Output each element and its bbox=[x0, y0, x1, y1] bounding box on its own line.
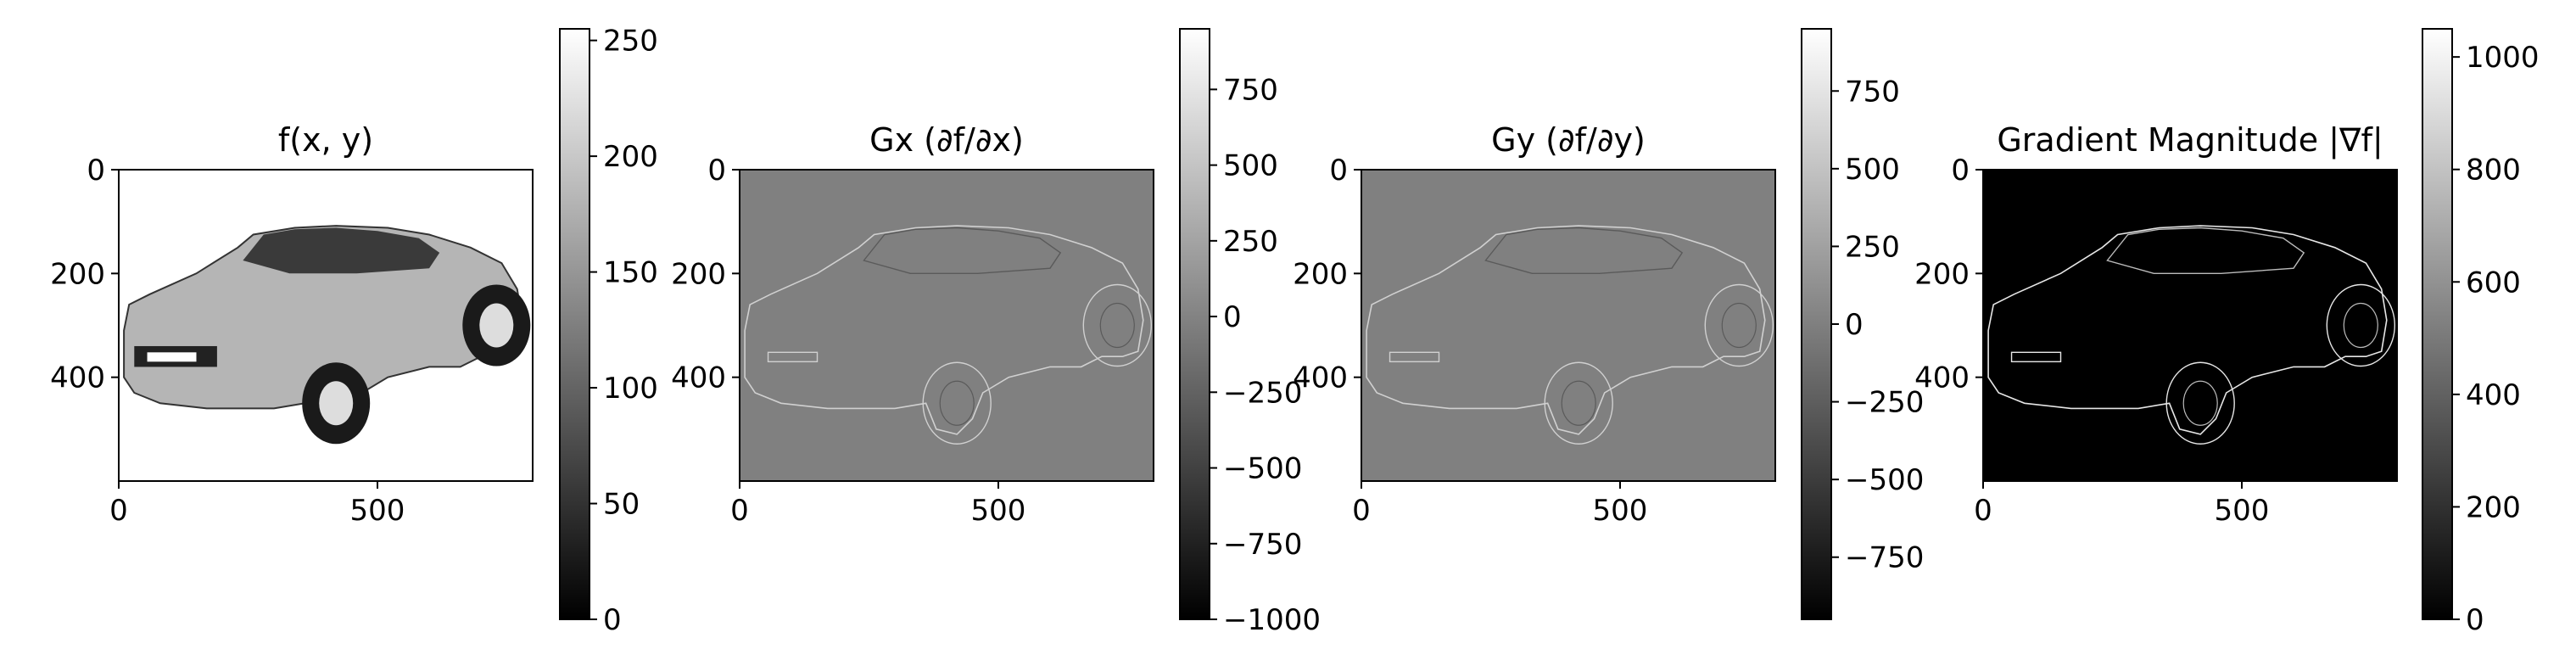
colorbar-tick-label: 500 bbox=[1845, 153, 1900, 187]
chart-title: Gy (∂f/∂y) bbox=[1491, 121, 1646, 159]
y-tick-label: 0 bbox=[707, 154, 726, 187]
image-area bbox=[740, 170, 1154, 481]
x-tick-label: 500 bbox=[2215, 494, 2270, 528]
car-image bbox=[1366, 225, 1774, 445]
colorbar-tick-label: 150 bbox=[603, 256, 658, 290]
y-tick-label: 200 bbox=[50, 257, 105, 291]
colorbar-tick-label: −1000 bbox=[1223, 603, 1321, 637]
colorbar-tick-label: −250 bbox=[1845, 386, 1924, 420]
colorbar-tick-label: 750 bbox=[1845, 75, 1900, 109]
colorbar-tick-label: −500 bbox=[1223, 452, 1302, 486]
chart-panel-4: Gradient Magnitude |∇f| 0 500 0 200 400 0 200 40… bbox=[1914, 28, 2540, 637]
colorbar-tick-label: 750 bbox=[1223, 73, 1278, 107]
colorbar-tick-label: −500 bbox=[1845, 463, 1924, 497]
colorbar-tick-label: 250 bbox=[1845, 230, 1900, 264]
axes-frame bbox=[739, 169, 1154, 482]
chart-panel-1: f(x, y) 0 500 0 200 400 0 50 100 150 200 250 bbox=[50, 25, 658, 637]
car-image bbox=[744, 225, 1153, 445]
axes-frame bbox=[118, 169, 534, 482]
colorbar-tick-label: −750 bbox=[1845, 541, 1924, 575]
car-image bbox=[123, 225, 531, 445]
x-tick-label: 500 bbox=[971, 494, 1026, 528]
chart-title: f(x, y) bbox=[278, 121, 373, 159]
colorbar-tick-label: 400 bbox=[2466, 378, 2521, 412]
colorbar-tick-label: 250 bbox=[1223, 225, 1278, 259]
y-tick-label: 400 bbox=[50, 361, 105, 395]
colorbar-tick-label: 250 bbox=[603, 25, 658, 59]
colorbar-tick-label: 800 bbox=[2466, 154, 2521, 187]
chart-panel-2: Gx (∂f/∂x) 0 500 0 200 400 −1000 −750 −500 −250 0 2… bbox=[671, 28, 1321, 637]
colorbar-tick-label: −750 bbox=[1223, 528, 1302, 562]
colorbar bbox=[2422, 28, 2453, 620]
y-tick-label: 200 bbox=[1293, 257, 1348, 291]
colorbar-tick-label: 0 bbox=[603, 603, 622, 637]
x-tick-label: 500 bbox=[1593, 494, 1648, 528]
colorbar-tick-label: 0 bbox=[1845, 308, 1864, 342]
colorbar-tick-label: 500 bbox=[1223, 149, 1278, 183]
colorbar-tick-label: 200 bbox=[603, 140, 658, 174]
y-tick-label: 400 bbox=[1293, 361, 1348, 395]
y-tick-label: 200 bbox=[1914, 257, 1970, 291]
colorbar-tick-label: −250 bbox=[1223, 376, 1302, 410]
chart-title: Gradient Magnitude |∇f| bbox=[1997, 121, 2383, 160]
x-tick-label: 0 bbox=[730, 494, 749, 528]
y-tick-label: 400 bbox=[671, 361, 726, 395]
car-image bbox=[1987, 225, 2396, 445]
colorbar-tick-label: 100 bbox=[603, 372, 658, 406]
colorbar bbox=[1179, 28, 1210, 620]
y-tick-label: 0 bbox=[87, 154, 105, 187]
colorbar-tick-label: 1000 bbox=[2466, 41, 2540, 75]
x-tick-label: 500 bbox=[350, 494, 405, 528]
colorbar bbox=[559, 28, 590, 620]
y-tick-label: 0 bbox=[1329, 154, 1348, 187]
colorbar-tick-label: 600 bbox=[2466, 266, 2521, 299]
colorbar-tick-label: 50 bbox=[603, 488, 640, 522]
colorbar bbox=[1801, 28, 1832, 620]
y-tick-label: 0 bbox=[1951, 154, 1970, 187]
y-tick-label: 400 bbox=[1914, 361, 1970, 395]
colorbar-tick-label: 0 bbox=[1223, 300, 1242, 334]
image-area bbox=[1983, 170, 2397, 481]
chart-title: Gx (∂f/∂x) bbox=[869, 121, 1024, 159]
axes-frame bbox=[1361, 169, 1776, 482]
axes-frame bbox=[1982, 169, 2398, 482]
x-tick-label: 0 bbox=[1352, 494, 1371, 528]
x-tick-label: 0 bbox=[1974, 494, 1992, 528]
image-area bbox=[1361, 170, 1775, 481]
y-tick-label: 200 bbox=[671, 257, 726, 291]
chart-panel-3: Gy (∂f/∂y) 0 500 0 200 400 −750 −500 −250 0 250 500… bbox=[1293, 28, 1924, 620]
colorbar-tick-label: 0 bbox=[2466, 603, 2484, 637]
x-tick-label: 0 bbox=[109, 494, 128, 528]
colorbar-tick-label: 200 bbox=[2466, 490, 2521, 524]
